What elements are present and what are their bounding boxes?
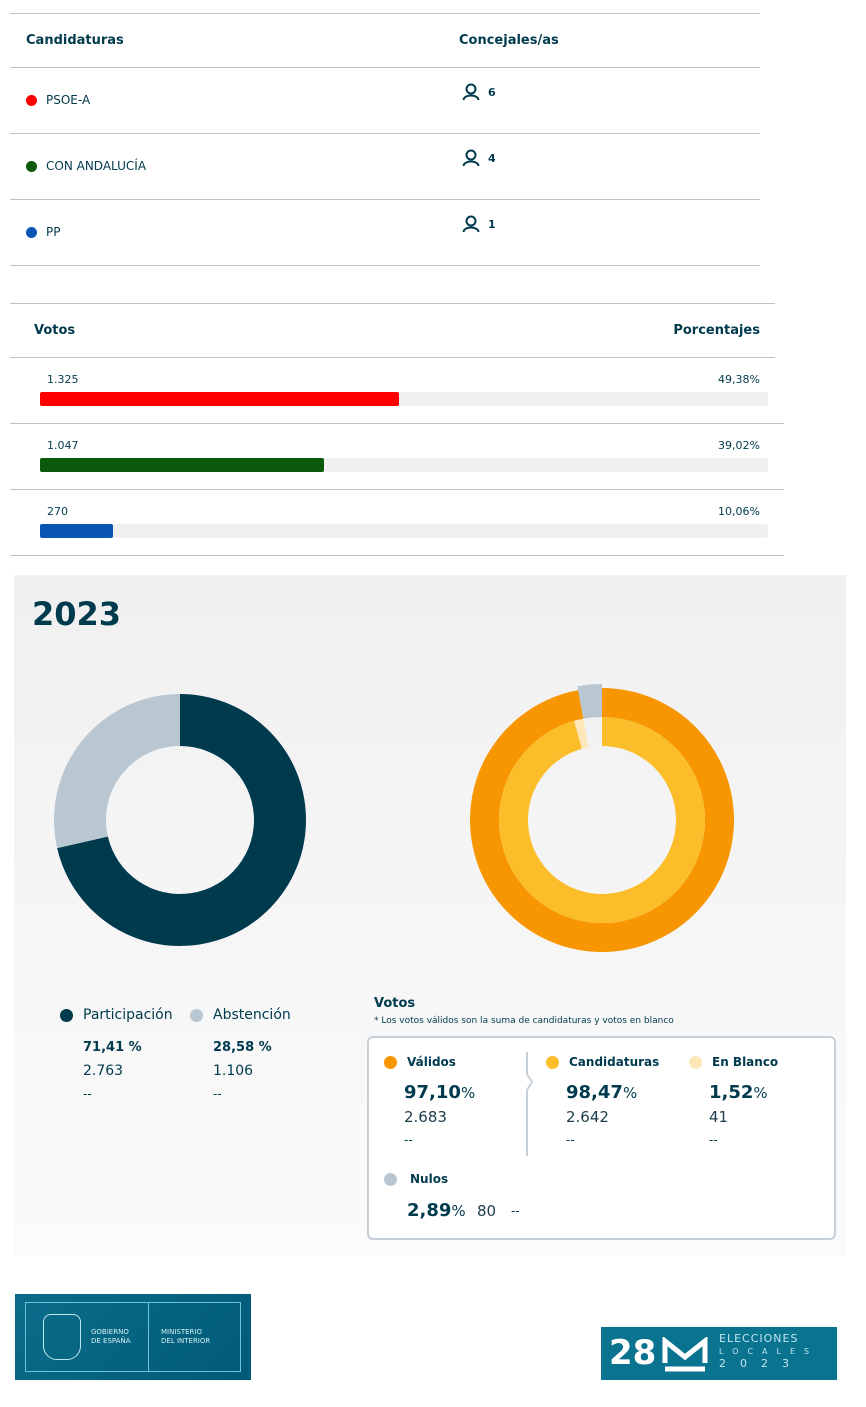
abstencion-pct: 28,58 % [213, 1040, 272, 1055]
votes-donut [470, 684, 734, 952]
candidaturas-pct: 98,47% [566, 1082, 638, 1103]
vote-bar-fill [40, 458, 325, 472]
seats-count: 6 [462, 83, 496, 101]
header-votos: Votos [34, 323, 76, 338]
validos-extra: -- [404, 1133, 413, 1147]
abstencion-extra: -- [213, 1087, 222, 1101]
vote-count: 270 [47, 505, 68, 518]
party-color-dot [26, 160, 37, 172]
vote-percentage: 39,02% [718, 439, 760, 452]
blanco-pct: 1,52% [709, 1082, 768, 1103]
elecciones-logo: 28 ELECCIONES LOCALES 2023 [601, 1327, 837, 1380]
header-porcentajes: Porcentajes [673, 323, 760, 338]
coat-of-arms-icon [43, 1314, 81, 1360]
year-title: 2023 [32, 595, 122, 633]
vote-bar-fill [40, 392, 400, 406]
candidaturas-dot [546, 1055, 559, 1069]
blanco-dot [689, 1055, 702, 1069]
brace-divider [526, 1052, 534, 1156]
divider [10, 265, 760, 266]
party-name: PSOE-A [46, 93, 91, 107]
nulos-label: Nulos [384, 1172, 448, 1186]
candidaturas-slice [498, 717, 705, 923]
abstencion-count: 1.106 [213, 1063, 254, 1079]
person-icon [462, 149, 480, 167]
header-concejales: Concejales/as [459, 33, 559, 48]
gobierno-logo: GOBIERNO DE ESPAÑA MINISTERIO DEL INTERIOR [15, 1294, 251, 1380]
nulos-count: 80 [477, 1202, 497, 1220]
candidaturas-label: Candidaturas [546, 1055, 659, 1069]
candidaturas-count: 2.642 [566, 1108, 609, 1126]
abstencion-dot [190, 1008, 203, 1022]
divider [10, 357, 775, 358]
seats-count: 1 [462, 215, 496, 233]
validos-label: Válidos [384, 1055, 456, 1069]
vote-count: 1.047 [47, 439, 79, 452]
vote-percentage: 49,38% [718, 373, 760, 386]
divider [10, 489, 784, 490]
divider [10, 423, 784, 424]
nulos-extra: -- [511, 1204, 520, 1218]
votes-breakdown-card: Válidos 97,10% 2.683 -- Candidaturas 98,… [367, 1036, 836, 1240]
blanco-label: En Blanco [689, 1055, 778, 1069]
party-name: PP [46, 225, 61, 239]
donut-charts [53, 684, 734, 952]
validos-dot [384, 1055, 397, 1069]
party-name: CON ANDALUCÍA [46, 159, 147, 173]
vote-bar-track [40, 524, 768, 538]
vote-percentage: 10,06% [718, 505, 760, 518]
vote-count: 1.325 [47, 373, 79, 386]
vote-bar-track [40, 392, 768, 406]
divider [10, 555, 784, 556]
nulos-pct: 2,89% [407, 1200, 466, 1221]
votos-title: Votos [374, 996, 416, 1011]
abstencion-slice [53, 694, 180, 849]
nulos-dot [384, 1172, 397, 1186]
participacion-dot [60, 1008, 73, 1022]
participation-donut [53, 694, 306, 946]
person-icon [462, 83, 480, 101]
header-candidaturas: Candidaturas [26, 33, 124, 48]
candidaturas-extra: -- [566, 1133, 575, 1147]
divider [10, 303, 775, 304]
divider [10, 133, 760, 134]
divider [10, 199, 760, 200]
participacion-extra: -- [83, 1087, 92, 1101]
candidate-row: PP [26, 225, 60, 239]
vote-bar-fill [40, 524, 114, 538]
participacion-pct: 71,41 % [83, 1040, 142, 1055]
nulos-slice [577, 684, 602, 719]
blanco-slice [574, 718, 589, 749]
party-color-dot [26, 94, 37, 106]
m-envelope-icon [662, 1337, 708, 1372]
vote-bar-track [40, 458, 768, 472]
party-color-dot [26, 226, 37, 238]
seats-count: 4 [462, 149, 496, 167]
legend-participacion: Participación [60, 1007, 173, 1023]
participacion-slice [57, 694, 306, 946]
divider [10, 67, 760, 68]
participacion-count: 2.763 [83, 1063, 124, 1079]
candidate-row: CON ANDALUCÍA [26, 159, 146, 173]
divider [10, 13, 760, 14]
validos-count: 2.683 [404, 1108, 447, 1126]
person-icon [462, 215, 480, 233]
legend-abstencion: Abstención [190, 1007, 291, 1023]
candidate-row: PSOE-A [26, 93, 90, 107]
votos-note: * Los votos válidos son la suma de candi… [374, 1016, 674, 1026]
blanco-count: 41 [709, 1108, 729, 1126]
validos-pct: 97,10% [404, 1082, 476, 1103]
blanco-extra: -- [709, 1133, 718, 1147]
